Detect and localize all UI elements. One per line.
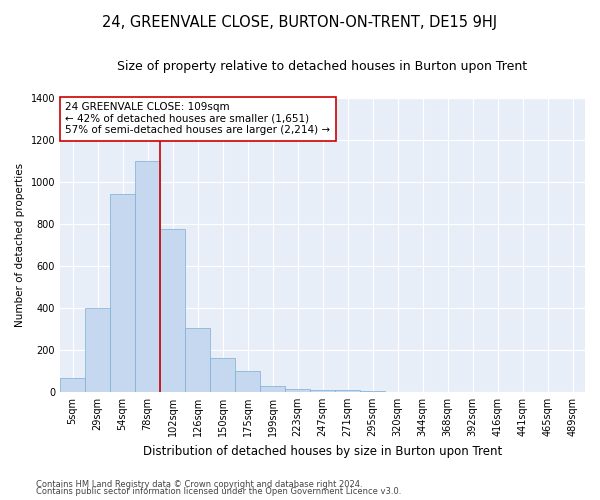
Bar — [360, 391, 385, 392]
Text: Contains public sector information licensed under the Open Government Licence v3: Contains public sector information licen… — [36, 487, 401, 496]
Text: 24, GREENVALE CLOSE, BURTON-ON-TRENT, DE15 9HJ: 24, GREENVALE CLOSE, BURTON-ON-TRENT, DE… — [103, 15, 497, 30]
Bar — [310, 390, 335, 392]
Bar — [260, 386, 285, 392]
Bar — [85, 308, 110, 392]
Text: Contains HM Land Registry data © Crown copyright and database right 2024.: Contains HM Land Registry data © Crown c… — [36, 480, 362, 489]
Bar — [135, 161, 160, 392]
Bar — [285, 389, 310, 392]
Title: Size of property relative to detached houses in Burton upon Trent: Size of property relative to detached ho… — [118, 60, 527, 73]
Y-axis label: Number of detached properties: Number of detached properties — [15, 163, 25, 327]
X-axis label: Distribution of detached houses by size in Burton upon Trent: Distribution of detached houses by size … — [143, 444, 502, 458]
Bar — [235, 371, 260, 392]
Bar — [185, 328, 210, 392]
Bar — [110, 194, 135, 392]
Bar — [210, 358, 235, 392]
Bar — [160, 229, 185, 392]
Bar — [335, 390, 360, 392]
Text: 24 GREENVALE CLOSE: 109sqm
← 42% of detached houses are smaller (1,651)
57% of s: 24 GREENVALE CLOSE: 109sqm ← 42% of deta… — [65, 102, 331, 136]
Bar — [60, 378, 85, 392]
